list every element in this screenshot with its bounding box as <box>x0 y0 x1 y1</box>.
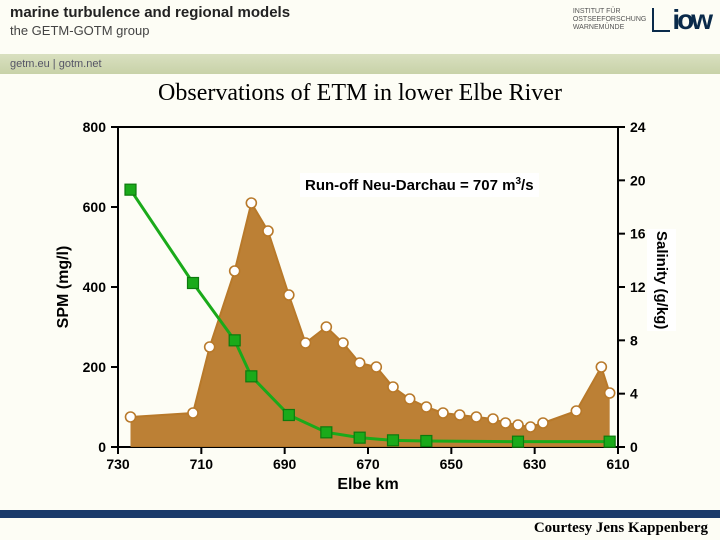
runoff-annotation: Run-off Neu-Darchau = 707 m3/s <box>300 173 539 197</box>
header-subtitle: the GETM-GOTM group <box>10 23 290 38</box>
svg-text:20: 20 <box>630 172 646 188</box>
svg-text:16: 16 <box>630 226 646 242</box>
institute-line: WARNEMÜNDE <box>573 24 647 32</box>
svg-text:8: 8 <box>630 332 638 348</box>
svg-text:670: 670 <box>356 456 380 472</box>
svg-text:24: 24 <box>630 119 646 135</box>
courtesy-text: Courtesy Jens Kappenberg <box>0 518 720 537</box>
subheader-bar: getm.eu | gotm.net <box>0 54 720 74</box>
y2-axis-label: Salinity (g/kg) <box>647 229 676 331</box>
svg-text:12: 12 <box>630 279 646 295</box>
header-title: marine turbulence and regional models <box>10 4 290 21</box>
header-logo-block: INSTITUT FÜR OSTSEEFORSCHUNG WARNEMÜNDE … <box>573 4 710 36</box>
svg-text:650: 650 <box>440 456 464 472</box>
wave-icon <box>652 8 670 32</box>
svg-text:610: 610 <box>606 456 630 472</box>
svg-text:0: 0 <box>630 439 638 455</box>
svg-text:690: 690 <box>273 456 297 472</box>
institute-line: INSTITUT FÜR <box>573 8 647 16</box>
svg-text:630: 630 <box>523 456 547 472</box>
footer-bar <box>0 510 720 518</box>
svg-text:800: 800 <box>83 119 107 135</box>
slide-title: Observations of ETM in lower Elbe River <box>0 80 720 107</box>
svg-text:400: 400 <box>83 279 107 295</box>
svg-text:SPM (mg/l): SPM (mg/l) <box>55 246 72 329</box>
etm-chart: 0 200 400 600 800 SPM (mg/l) 0 4 8 12 16 20 24 730 710… <box>50 109 670 489</box>
svg-text:710: 710 <box>190 456 214 472</box>
svg-text:600: 600 <box>83 199 107 215</box>
svg-text:0: 0 <box>98 439 106 455</box>
footer: Courtesy Jens Kappenberg <box>0 510 720 540</box>
svg-text:730: 730 <box>106 456 130 472</box>
svg-text:200: 200 <box>83 359 107 375</box>
institute-line: OSTSEEFORSCHUNG <box>573 16 647 24</box>
svg-text:Elbe km: Elbe km <box>337 476 398 489</box>
chart-container: 0 200 400 600 800 SPM (mg/l) 0 4 8 12 16 20 24 730 710… <box>50 109 670 489</box>
svg-text:4: 4 <box>630 386 638 402</box>
iow-logo: iow <box>652 4 710 36</box>
